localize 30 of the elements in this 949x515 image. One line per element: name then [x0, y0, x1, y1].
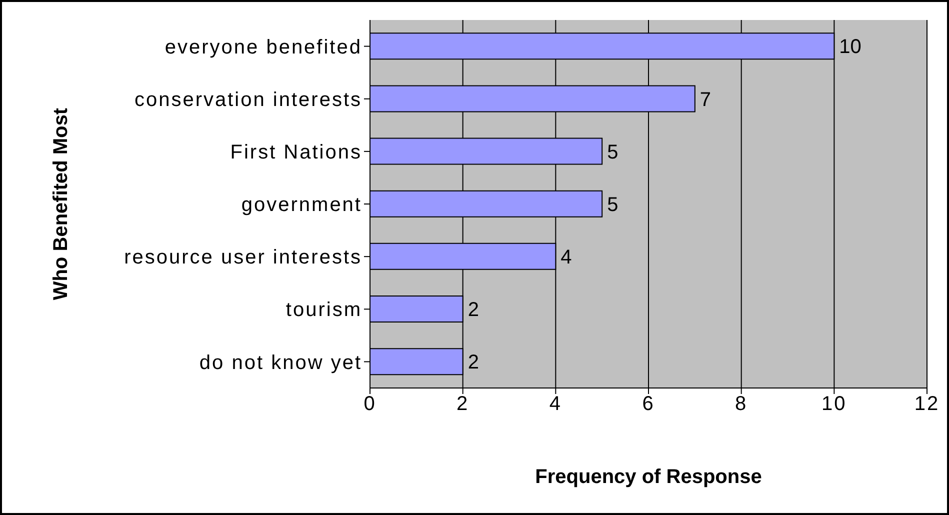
x-tick-label: 6: [642, 393, 655, 416]
y-tick-label: tourism: [286, 299, 362, 322]
bar: [370, 85, 696, 112]
bar: [370, 32, 835, 60]
bar: [370, 348, 464, 376]
x-tick-label: 0: [364, 393, 376, 416]
y-tick-label: government: [241, 194, 362, 216]
y-tick-label: do not know yet: [199, 352, 362, 374]
y-tick-label: everyone benefited: [164, 36, 362, 58]
bar: [370, 296, 464, 322]
x-tick-label: 10: [822, 393, 847, 416]
x-axis-title: Frequency of Response: [535, 466, 762, 488]
data-label: 4: [560, 246, 572, 269]
bar: [370, 242, 556, 270]
data-label: 2: [468, 299, 479, 322]
y-tick-label: First Nations: [230, 142, 362, 164]
data-label: 7: [700, 88, 712, 111]
y-axis-title: Who Benefited Most: [50, 108, 72, 300]
x-tick-label: 4: [549, 393, 562, 416]
data-label: 5: [607, 141, 618, 164]
data-label: 2: [468, 352, 479, 374]
x-tick-label: 8: [735, 393, 748, 416]
data-label: 5: [607, 194, 618, 216]
y-tick-label: resource user interests: [124, 246, 362, 269]
bar: [370, 138, 603, 165]
bar: [370, 190, 603, 218]
x-tick-label: 12: [914, 393, 940, 416]
x-tick-label: 2: [456, 393, 470, 416]
data-label: 10: [839, 36, 862, 58]
y-tick-label: conservation interests: [134, 88, 362, 111]
